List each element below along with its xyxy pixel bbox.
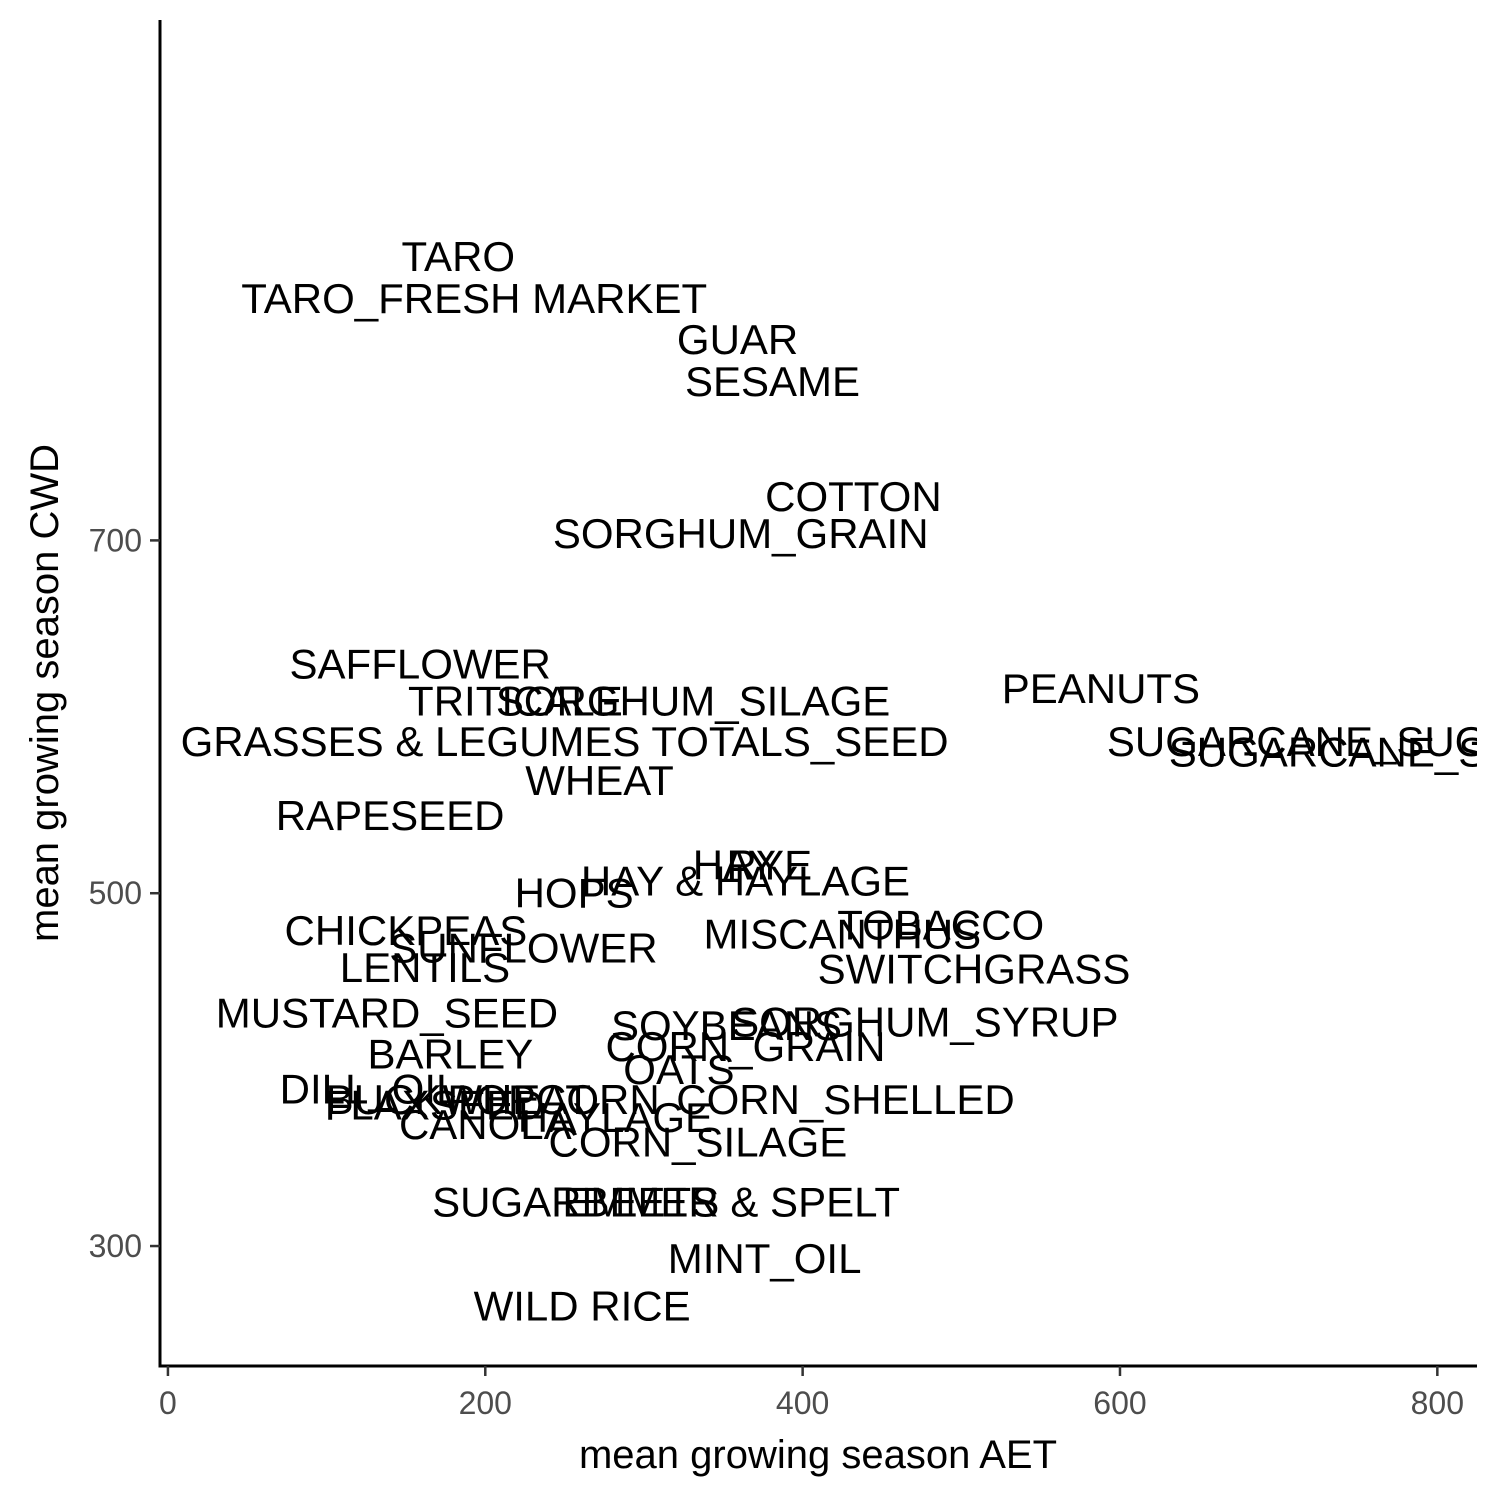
point-label-dill-oil: DILL_OIL xyxy=(280,1066,460,1113)
point-label-taro-fresh-market: TARO_FRESH MARKET xyxy=(241,275,707,322)
point-label-haylage: HAYLAGE xyxy=(518,1094,713,1141)
point-label-rye: RYE xyxy=(726,842,812,889)
y-axis-ticks: 300 500 700 xyxy=(89,522,160,1264)
x-tick-label: 0 xyxy=(159,1385,177,1421)
point-label-rapeseed: RAPESEED xyxy=(276,792,505,839)
point-label-sugarbeets: SUGARBEETS xyxy=(432,1178,719,1225)
x-tick-label: 800 xyxy=(1411,1385,1464,1421)
point-label-cotton: COTTON xyxy=(765,473,942,520)
x-tick-label: 600 xyxy=(1093,1385,1146,1421)
point-label-chickpeas: CHICKPEAS xyxy=(285,907,528,954)
point-label-hay: HAY xyxy=(693,842,776,889)
point-label-grasses-legumes-totals-seed: GRASSES & LEGUMES TOTALS_SEED xyxy=(181,718,949,765)
point-label-canola: CANOLA xyxy=(399,1101,572,1148)
point-label-sorghum-grain: SORGHUM_GRAIN xyxy=(553,510,929,557)
point-label-corn-grain: CORN_GRAIN xyxy=(605,1023,885,1070)
point-label-sugarcane-seed: SUGARCANE_SEED xyxy=(1169,729,1500,776)
x-axis-title: mean growing season AET xyxy=(579,1433,1057,1477)
point-label-corn-silage: CORN_SILAGE xyxy=(549,1119,848,1166)
point-label-sugarcane-sugar: SUGARCANE_SUGAR xyxy=(1107,718,1500,765)
x-tick-label: 200 xyxy=(459,1385,512,1421)
point-label-wild-rice: WILD RICE xyxy=(474,1283,691,1330)
point-label-buckwheat: BUCKWHEAT xyxy=(326,1076,591,1123)
y-tick-label: 700 xyxy=(89,522,142,558)
x-axis-ticks: 0 200 400 600 800 xyxy=(159,1366,1464,1421)
point-label-sesame: SESAME xyxy=(685,358,860,405)
point-label-lentils: LENTILS xyxy=(340,944,510,991)
point-label-popcorn: POPCORN xyxy=(447,1076,659,1123)
point-label-switchgrass: SWITCHGRASS xyxy=(818,946,1131,993)
x-tick-label: 400 xyxy=(776,1385,829,1421)
point-label-oats: OATS xyxy=(623,1046,734,1093)
point-label-barley: BARLEY xyxy=(368,1030,534,1077)
point-label-emmer-spelt: EMMER & SPELT xyxy=(562,1178,900,1225)
y-tick-label: 500 xyxy=(89,875,142,911)
point-label-flaxseed: FLAXSEED xyxy=(325,1081,544,1128)
point-label-soybeans: SOYBEANS xyxy=(611,1002,842,1049)
y-tick-label: 300 xyxy=(89,1228,142,1264)
point-label-mint-oil: MINT_OIL xyxy=(668,1235,862,1282)
point-label-triticale: TRITICALE xyxy=(408,677,623,724)
point-label-wheat: WHEAT xyxy=(525,757,674,804)
point-label-corn-shelled: CORN_SHELLED xyxy=(676,1076,1014,1123)
point-label-safflower: SAFFLOWER xyxy=(290,640,551,687)
point-label-peanuts: PEANUTS xyxy=(1002,665,1200,712)
point-label-miscanthus: MISCANTHUS xyxy=(703,910,981,957)
point-label-hops: HOPS xyxy=(515,870,634,917)
point-label-sorghum-syrup: SORGHUM_SYRUP xyxy=(731,999,1118,1046)
y-axis-title: mean growing season CWD xyxy=(23,444,67,942)
point-label-sorghum-silage: SORGHUM_SILAGE xyxy=(496,677,890,724)
point-label-taro: TARO xyxy=(402,233,516,280)
point-label-tobacco: TOBACCO xyxy=(837,902,1044,949)
point-label-mustard-seed: MUSTARD_SEED xyxy=(216,990,558,1037)
point-label-hay-haylage: HAY & HAYLAGE xyxy=(581,857,910,904)
point-label-sunflower: SUNFLOWER xyxy=(389,924,657,971)
point-label-guar: GUAR xyxy=(677,316,798,363)
